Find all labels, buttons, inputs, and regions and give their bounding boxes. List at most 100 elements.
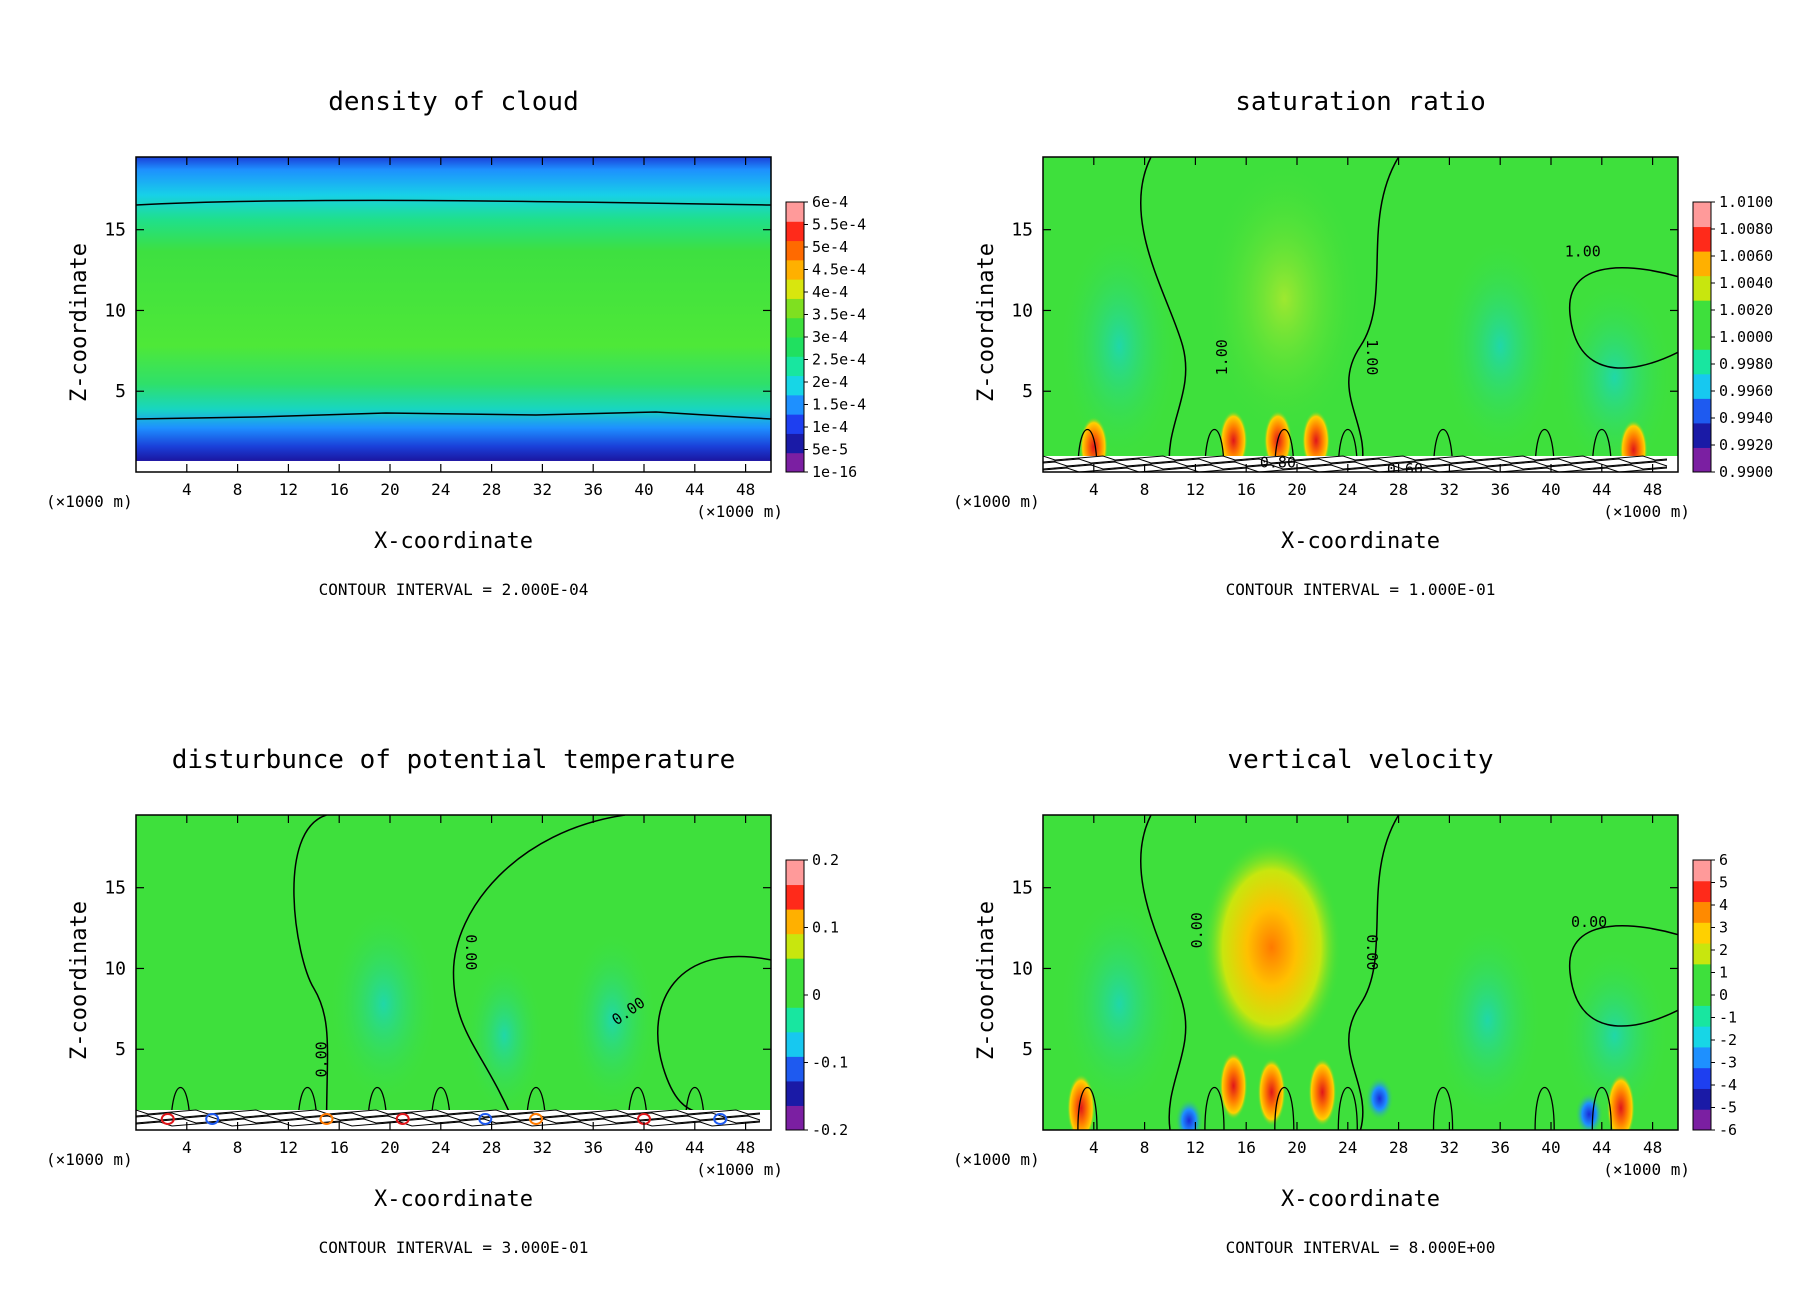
x-tick-label: 16 [330,480,349,499]
colorbar-segment [786,240,804,261]
x-tick-label: 44 [685,480,704,499]
x-tick-label: 8 [233,480,243,499]
x-tick-label: 24 [1338,480,1357,499]
colorbar-segment [1693,422,1711,448]
x-tick-label: 44 [1592,480,1611,499]
x-tick-label: 40 [634,480,653,499]
colorbar-segment [786,259,804,280]
colorbar-label: 4 [1719,896,1728,914]
plot-frame [1042,814,1679,1131]
contour-line [1043,455,1668,461]
colorbar-segment [1693,922,1711,944]
contour-line [136,199,771,206]
x-tick-label: 28 [482,480,501,499]
field-feature [1219,1051,1248,1120]
colorbar-label: 0.9980 [1719,355,1773,373]
contour-line [1348,815,1400,1130]
contour-label: 1.00 [1565,243,1601,261]
y-axis-label: Z-coordinate [974,901,999,1060]
colorbar-label: 3e-4 [812,328,848,346]
y-axis-label: Z-coordinate [974,243,999,402]
colorbar-segment [786,298,804,319]
x-axis-label: X-coordinate [1281,529,1440,554]
field-feature [1575,1092,1604,1130]
x-tick-label: 20 [380,480,399,499]
colorbar-segment [1693,1005,1711,1027]
plot-frame [135,156,772,473]
colorbar-label: 2.5e-4 [812,351,866,369]
colorbar-segment [1693,1088,1711,1110]
contour-line [1274,1086,1295,1130]
contour-line [293,815,329,1130]
colorbar-label: -5 [1719,1099,1737,1117]
colorbar-label: 1e-16 [812,463,857,481]
contour-line [136,1112,761,1118]
field-feature [1067,1073,1096,1130]
contour-line [1043,458,1668,464]
y-tick-label: 10 [104,958,126,979]
colorbar-segment [786,1031,804,1057]
chart-panel-3: disturbunce of potential temperature 0.00… [46,745,848,1257]
colorbar-segment [786,279,804,299]
colorbar-segment [1693,1109,1711,1131]
contour-interval-note: CONTOUR INTERVAL = 2.000E-04 [319,580,589,599]
colorbar-label: 5.5e-4 [812,216,866,234]
field-feature [1432,919,1543,1120]
field-plot: 0.000.000.00 [136,815,771,1130]
y-axis-label: Z-coordinate [67,243,92,402]
field-feature [1559,945,1670,1126]
x-tick-label: 16 [330,1138,349,1157]
colorbar-segment [786,337,804,357]
colorbar-label: -0.1 [812,1054,848,1072]
colorbar-label: 1.0020 [1719,301,1773,319]
contour-label: 1.00 [1363,339,1381,375]
colorbar-segment [1693,349,1711,375]
panel-title: density of cloud [328,87,578,117]
x-unit-label-left: (×1000 m) [46,492,133,511]
field-feature [464,955,545,1116]
contour-label: 0.00 [1571,913,1607,931]
colorbar-segment [1693,880,1711,903]
field-feature [1059,894,1180,1114]
contour-line [136,1121,761,1127]
colorbar-label: 2e-4 [812,373,848,391]
colorbar-segment [786,884,804,910]
surface-feature [713,1113,728,1125]
x-tick-label: 32 [533,1138,552,1157]
x-tick-label: 48 [736,1138,755,1157]
contour-line [1043,461,1668,467]
colorbar-segment [786,958,804,984]
contour-line [1337,1086,1358,1130]
colorbar-label: 1.0040 [1719,274,1773,292]
panel-title: disturbunce of potential temperature [172,745,736,775]
x-tick-label: 16 [1237,1138,1256,1157]
contour-label: 0.00 [1363,934,1381,970]
colorbar-label: -0.2 [812,1121,848,1139]
colorbar-label: 0 [812,986,821,1004]
x-tick-label: 8 [1140,1138,1150,1157]
x-tick-label: 20 [380,1138,399,1157]
x-tick-label: 24 [431,480,450,499]
field-feature [1059,226,1180,466]
x-tick-label: 36 [1491,480,1510,499]
colorbar-segment [1693,202,1711,228]
colorbar-label: 5 [1719,874,1728,892]
x-unit-label-left: (×1000 m) [953,1150,1040,1169]
surface-feature [319,1113,334,1125]
field-feature [567,929,658,1110]
field-feature [1554,277,1675,472]
plot-frame [1042,156,1679,473]
x-tick-label: 4 [1089,480,1099,499]
colorbar-segment [1693,275,1711,301]
x-tick-label: 32 [533,480,552,499]
colorbar-label: 2 [1719,941,1728,959]
colorbar-segment [786,452,804,473]
contour-line [1204,1086,1225,1130]
contour-line [1140,157,1187,472]
contour-line [1534,428,1555,472]
panel-title: saturation ratio [1235,87,1485,117]
surface-feature [395,1113,410,1125]
surface-feature [205,1113,220,1125]
